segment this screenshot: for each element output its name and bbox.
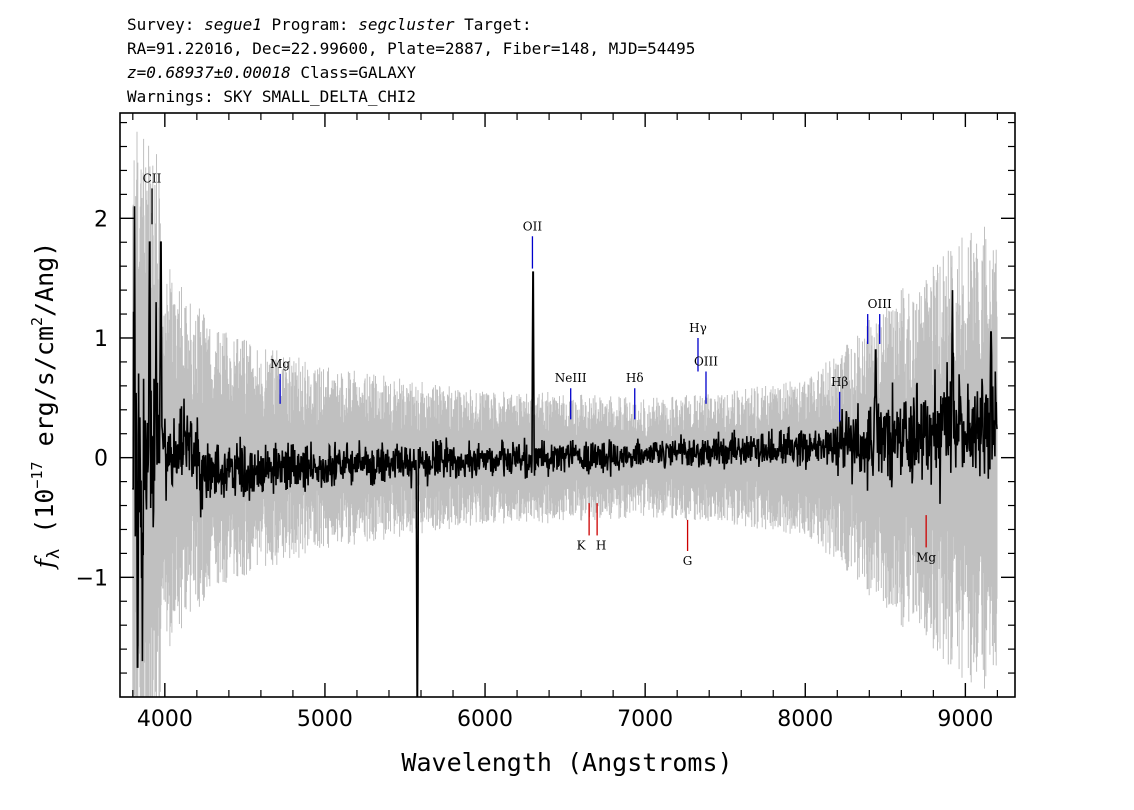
y-axis-label-subscript: λ: [44, 549, 64, 559]
redshift-value: z=0.68937±0.00018: [127, 63, 291, 82]
survey-label: Survey:: [127, 15, 204, 34]
target-label: Target:: [455, 15, 532, 34]
class-value: Class=GALAXY: [291, 63, 417, 82]
flux-spectrum: [132, 206, 998, 697]
line-label-neiii-3: NeIII: [555, 371, 587, 385]
y-axis-label: fλ (10−17 erg/s/cm2/Ang): [28, 242, 64, 571]
header-line-survey: Survey: segue1 Program: segcluster Targe…: [127, 15, 532, 34]
program-label: Program:: [262, 15, 358, 34]
plot-frame: [119, 112, 1016, 698]
line-label-oiii-9: OIII: [868, 297, 892, 311]
line-label-mg-1: Mg: [270, 357, 290, 371]
x-tick-label: 4000: [137, 707, 193, 732]
line-label-k-10: K: [577, 538, 587, 552]
y-axis-label-suffix: /Ang): [30, 242, 59, 317]
survey-value: segue1: [204, 15, 262, 34]
line-label-cii-0: CII: [143, 171, 162, 185]
line-label-h-4: Hδ: [626, 371, 644, 385]
line-label-g-12: G: [683, 554, 693, 568]
y-tick-label: 2: [94, 207, 108, 232]
y-tick-label: 1: [94, 327, 108, 352]
x-tick-label: 9000: [937, 707, 993, 732]
line-label-h-5: Hγ: [689, 321, 707, 335]
y-axis: −1 0 1 2: [76, 121, 1015, 674]
spectral-line-markers: [151, 188, 927, 551]
x-tick-label: 7000: [617, 707, 673, 732]
y-axis-label-exponent: −17: [28, 461, 46, 488]
header-line-coordinates: RA=91.22016, Dec=22.99600, Plate=2887, F…: [127, 39, 695, 58]
y-axis-label-units: erg/s/cm: [30, 326, 59, 461]
line-label-h-7: Hβ: [831, 375, 848, 389]
plot-area: [132, 131, 998, 697]
spectrum-header: Survey: segue1 Program: segcluster Targe…: [127, 15, 695, 106]
line-label-oii-2: OII: [523, 219, 543, 233]
y-axis-label-symbol: f: [30, 555, 59, 570]
line-label-h-11: H: [596, 538, 606, 552]
x-tick-label: 8000: [777, 707, 833, 732]
x-axis: 4000 5000 6000 7000 8000 9000: [132, 113, 998, 732]
y-axis-label-prefix: (10: [30, 489, 59, 549]
x-tick-label: 5000: [297, 707, 353, 732]
program-value: segcluster: [358, 15, 455, 34]
x-tick-label: 6000: [457, 707, 513, 732]
line-label-oiii-6: OIII: [694, 354, 718, 368]
header-line-redshift: z=0.68937±0.00018 Class=GALAXY: [127, 63, 416, 82]
y-tick-label: −1: [76, 566, 108, 591]
y-axis-label-exponent2: 2: [28, 317, 46, 326]
line-label-mg-13: Mg: [916, 550, 936, 564]
y-tick-label: 0: [94, 447, 108, 472]
header-line-warnings: Warnings: SKY SMALL_DELTA_CHI2: [127, 87, 416, 106]
x-axis-label: Wavelength (Angstroms): [401, 748, 732, 777]
